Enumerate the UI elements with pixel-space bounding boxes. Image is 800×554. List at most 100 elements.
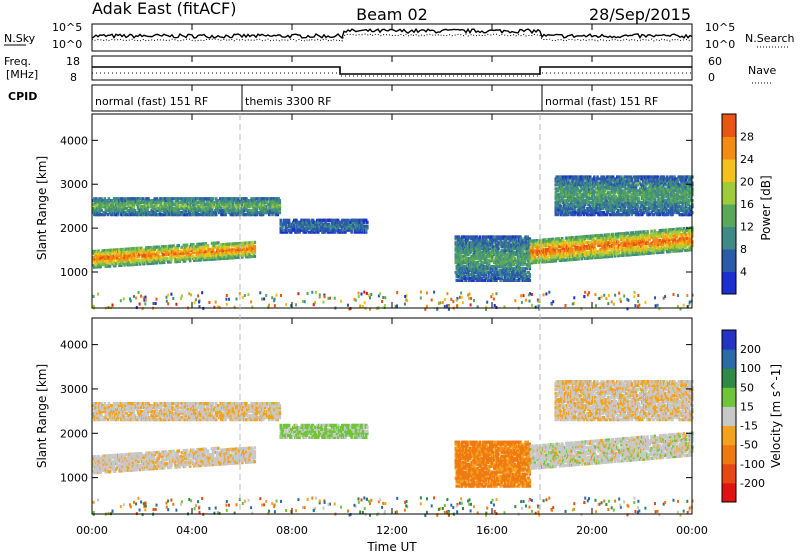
echo-cell (664, 228, 668, 232)
echo-cell (682, 227, 686, 231)
echo-cell (99, 207, 102, 211)
echo-cell (339, 228, 343, 232)
echo-cell (149, 246, 152, 250)
echo-cell (507, 247, 511, 251)
echo-cell (97, 209, 100, 213)
echo-cell (518, 245, 521, 249)
echo-cell (459, 257, 463, 261)
echo-cell (273, 197, 276, 201)
echo-cell (219, 257, 222, 261)
echo-cell (253, 199, 257, 203)
echo-cell (356, 220, 360, 224)
echo-cell (186, 251, 190, 255)
echo-cell (579, 213, 583, 217)
echo-cell (330, 226, 334, 230)
echo-cell (618, 232, 621, 236)
echo-cell (680, 233, 684, 237)
echo-cell (353, 230, 357, 234)
echo-cell (553, 243, 557, 247)
echo-cell (513, 259, 517, 263)
echo-cell (568, 195, 571, 199)
echo-cell (593, 238, 596, 242)
echo-cell (556, 179, 560, 183)
echo-cell (366, 224, 369, 228)
echo-cell (245, 207, 248, 211)
echo-cell (277, 197, 280, 201)
echo-cell (472, 245, 475, 249)
echo-cell (121, 201, 124, 205)
echo-cell (521, 241, 524, 245)
echo-cell (480, 243, 484, 247)
echo-cell (506, 257, 510, 261)
echo-cell (497, 237, 500, 241)
echo-cell (154, 253, 158, 257)
echo-cell (458, 243, 462, 247)
echo-cell (508, 237, 512, 241)
echo-cell (317, 222, 320, 226)
echo-cell (551, 257, 554, 261)
echo-cell (250, 249, 253, 253)
echo-cell (555, 181, 559, 185)
echo-cell (568, 256, 571, 260)
echo-cell (568, 246, 571, 250)
echo-cell (558, 201, 562, 205)
echo-cell (593, 252, 596, 256)
echo-cell (680, 239, 684, 243)
echo-cell (538, 250, 542, 254)
echo-cell (284, 222, 288, 226)
echo-cell (662, 230, 666, 234)
echo-cell (629, 253, 633, 257)
echo-cell (322, 228, 325, 232)
echo-cell (516, 249, 519, 253)
echo-cell (517, 270, 520, 275)
echo-cell (523, 245, 526, 249)
echo-cell (620, 242, 623, 246)
echo-cell (628, 247, 632, 251)
echo-cell (648, 237, 651, 241)
echo-cell (145, 203, 148, 207)
echo-cell (471, 247, 474, 251)
echo-cell (657, 250, 661, 254)
echo-cell (138, 262, 142, 266)
echo-cell (98, 211, 101, 215)
echo-cell (581, 249, 585, 253)
echo-cell (253, 240, 257, 244)
echo-cell (511, 245, 515, 249)
echo-cell (581, 247, 585, 251)
echo-cell (478, 235, 482, 239)
echo-cell (257, 211, 261, 215)
echo-cell (505, 235, 509, 239)
echo-cell (274, 211, 277, 215)
echo-cell (144, 256, 147, 260)
echo-cell (605, 245, 609, 249)
echo-cell (504, 278, 508, 282)
echo-cell (364, 230, 368, 234)
echo-cell (582, 243, 586, 247)
echo-cell (495, 268, 498, 273)
echo-cell (119, 199, 122, 203)
echo-cell (291, 226, 294, 230)
echo-cell (661, 244, 665, 248)
echo-cell (97, 253, 100, 257)
echo-cell (152, 255, 155, 259)
echo-cell (330, 218, 334, 222)
echo-cell (217, 247, 220, 251)
echo-cell (607, 237, 611, 241)
echo-cell (249, 209, 252, 213)
echo-cell (535, 258, 539, 262)
echo-cell (278, 205, 282, 209)
echo-cell (184, 203, 188, 207)
echo-cell (109, 254, 113, 258)
echo-cell (206, 244, 210, 248)
echo-cell (161, 257, 165, 261)
echo-cell (564, 213, 568, 217)
echo-cell (525, 243, 528, 247)
echo-cell (497, 247, 500, 251)
echo-cell (333, 230, 337, 234)
echo-cell (612, 242, 616, 246)
echo-cell (571, 236, 574, 240)
echo-cell (251, 209, 254, 213)
cpid-label: CPID (8, 90, 37, 103)
echo-cell (670, 228, 673, 232)
echo-cell (578, 251, 582, 255)
